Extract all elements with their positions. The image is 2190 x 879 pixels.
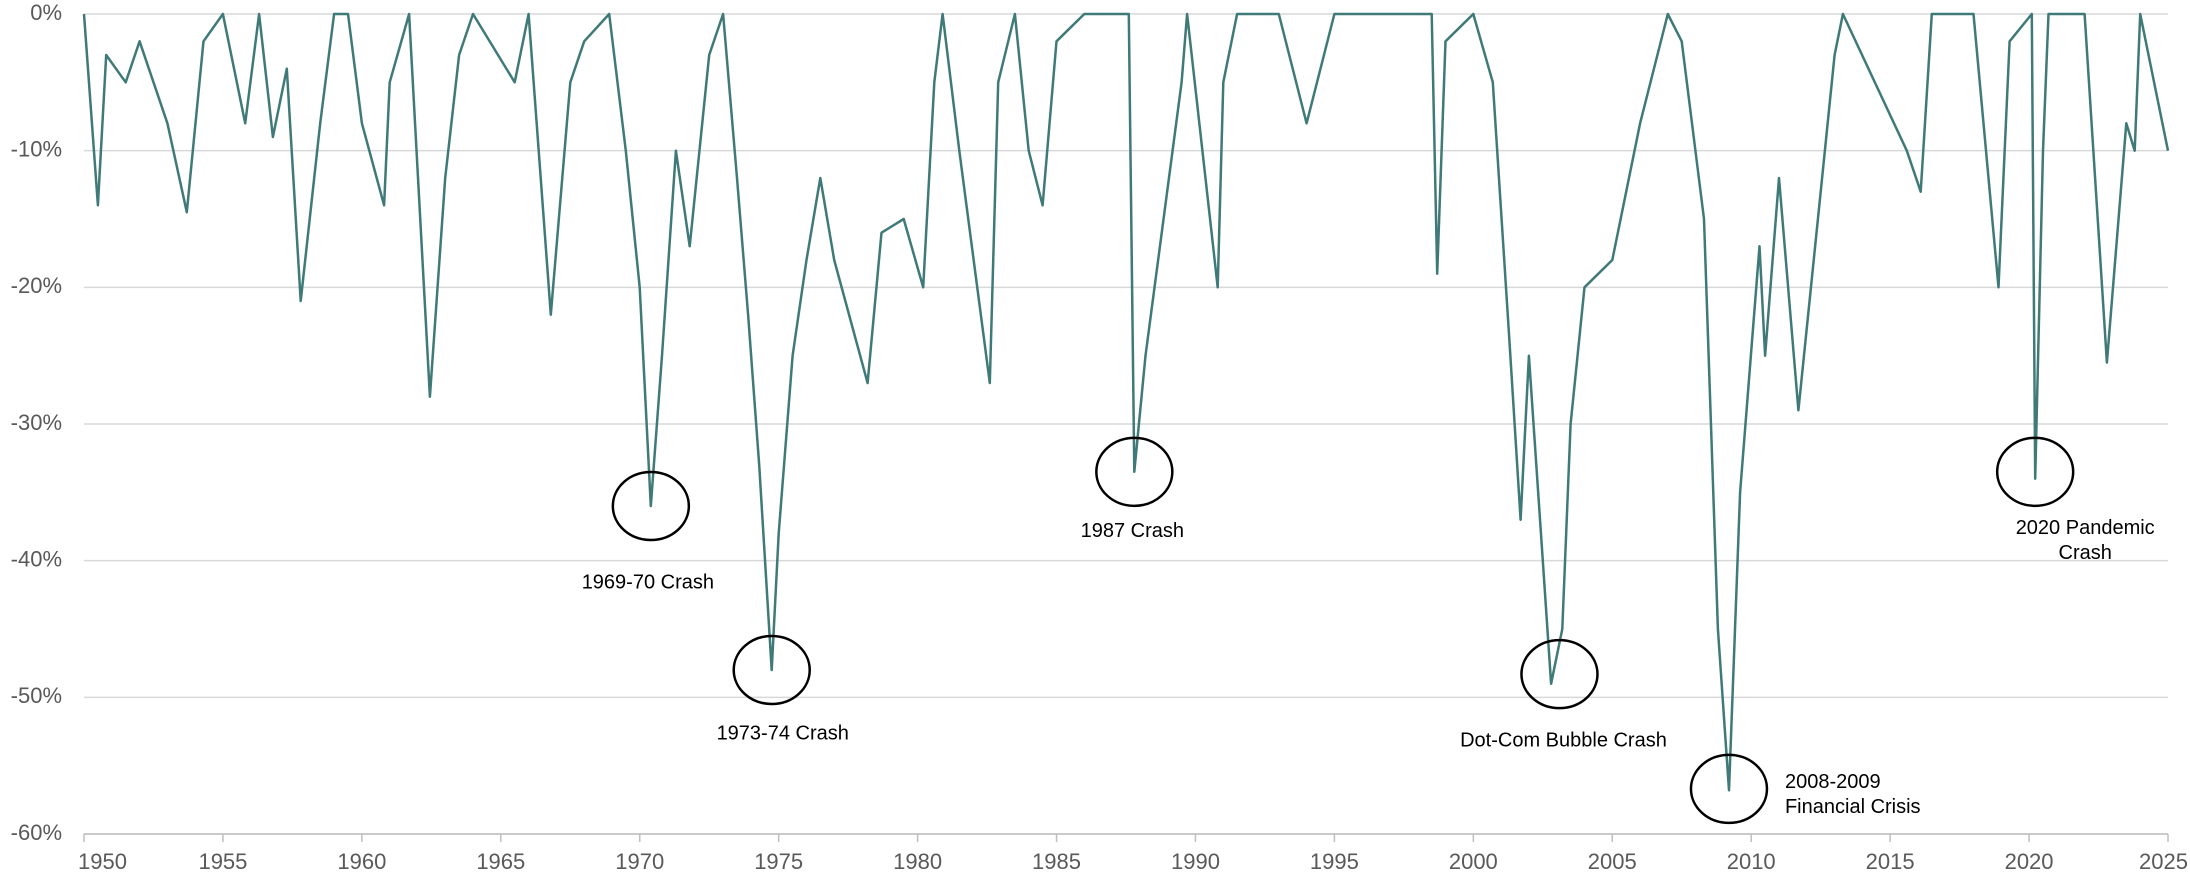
annotation-label: 2020 Pandemic <box>2016 517 2155 539</box>
annotation-label: Financial Crisis <box>1785 796 1921 818</box>
x-tick-label: 1980 <box>893 849 942 874</box>
x-tick-label: 1975 <box>754 849 803 874</box>
x-tick-label: 1965 <box>476 849 525 874</box>
annotation-label: Dot-Com Bubble Crash <box>1460 729 1667 751</box>
annotation-circle <box>611 470 691 542</box>
x-tick-label: 1950 <box>78 849 127 874</box>
x-tick-label: 2005 <box>1588 849 1637 874</box>
x-tick-label: 1985 <box>1032 849 1081 874</box>
x-tick-label: 1970 <box>615 849 664 874</box>
annotation-label: 1973-74 Crash <box>717 722 849 744</box>
x-tick-label: 1960 <box>337 849 386 874</box>
annotation-circle <box>1995 436 2075 508</box>
y-tick-label: -10% <box>11 136 62 161</box>
x-tick-label: 1990 <box>1171 849 1220 874</box>
annotation-label: 1969-70 Crash <box>582 571 714 593</box>
x-tick-label: 2025 <box>2139 849 2188 874</box>
annotation-label: 2008-2009 <box>1785 771 1881 793</box>
x-tick-label: 2020 <box>2005 849 2054 874</box>
annotation-circle <box>1095 436 1174 508</box>
y-tick-label: -50% <box>11 683 62 708</box>
annotation-circle <box>1689 753 1769 825</box>
annotation-label: 1987 Crash <box>1081 520 1184 542</box>
y-tick-label: 0% <box>30 0 62 25</box>
y-tick-label: -30% <box>11 410 62 435</box>
x-tick-label: 2015 <box>1866 849 1915 874</box>
y-tick-label: -40% <box>11 546 62 571</box>
x-tick-label: 1955 <box>198 849 247 874</box>
y-tick-label: -20% <box>11 273 62 298</box>
x-tick-label: 1995 <box>1310 849 1359 874</box>
y-tick-label: -60% <box>11 820 62 845</box>
annotation-label: Crash <box>2059 542 2112 564</box>
x-tick-label: 2000 <box>1449 849 1498 874</box>
drawdown-line <box>82 12 2170 792</box>
x-tick-label: 2010 <box>1727 849 1776 874</box>
annotation-circle <box>1520 638 1599 710</box>
annotation-circle <box>732 634 811 706</box>
